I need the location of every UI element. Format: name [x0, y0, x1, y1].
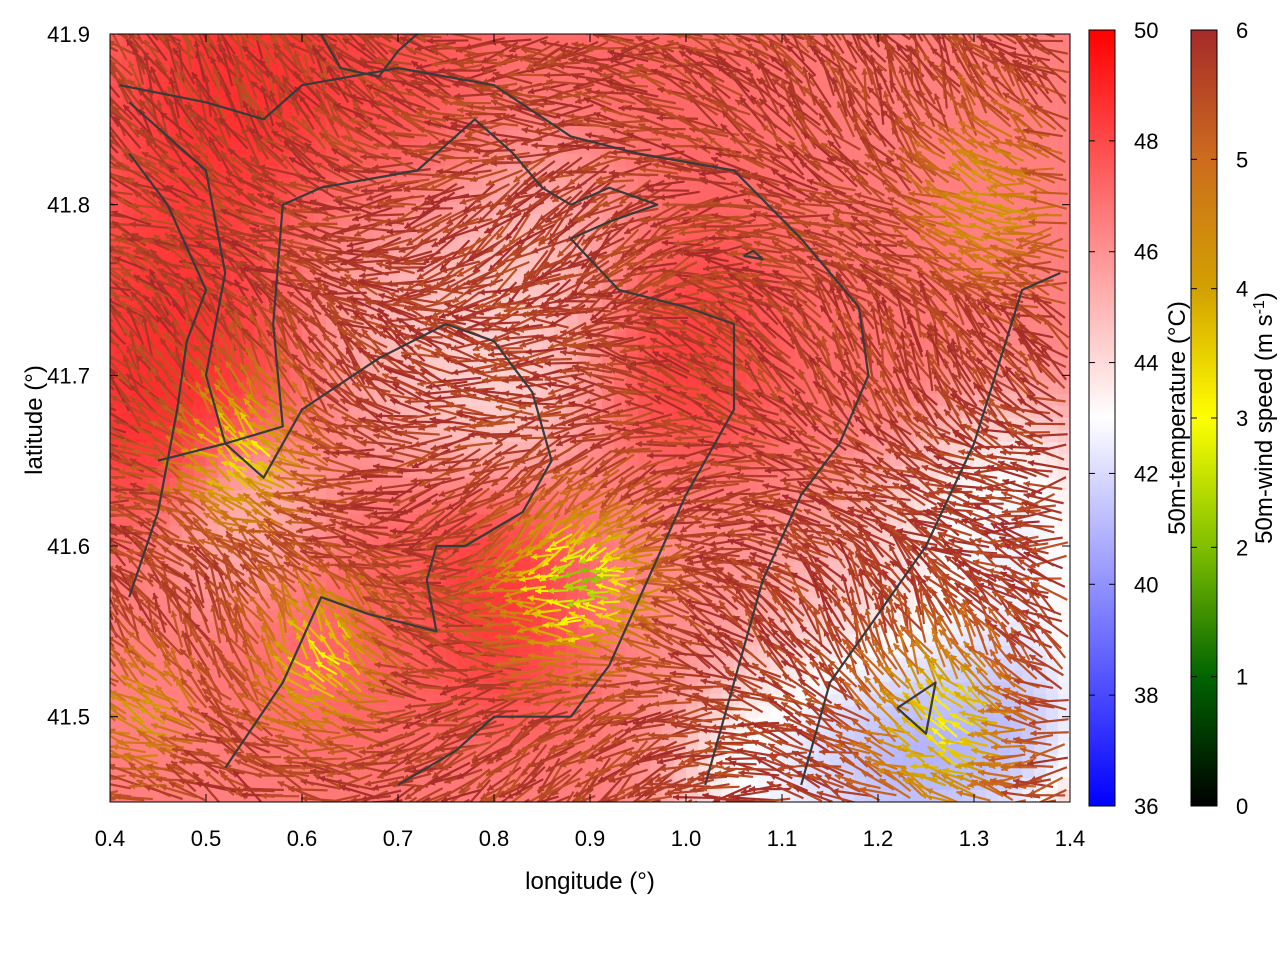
- heatmap-cell: [134, 634, 147, 647]
- heatmap-cell: [158, 754, 171, 767]
- heatmap-cell: [122, 130, 135, 143]
- heatmap-cell: [266, 778, 279, 791]
- heatmap-cell: [254, 706, 267, 719]
- heatmap-cell: [158, 46, 171, 59]
- heatmap-cell: [194, 406, 207, 419]
- heatmap-cell: [146, 574, 159, 587]
- heatmap-cell: [230, 502, 243, 515]
- heatmap-cell: [110, 514, 123, 527]
- heatmap-cell: [830, 754, 843, 767]
- heatmap-cell: [350, 478, 363, 491]
- heatmap-cell: [182, 454, 195, 467]
- heatmap-cell: [110, 718, 123, 731]
- heatmap-cell: [206, 742, 219, 755]
- heatmap-cell: [278, 730, 291, 743]
- heatmap-cell: [638, 334, 651, 347]
- heatmap-cell: [134, 430, 147, 443]
- heatmap-cell: [638, 142, 651, 155]
- heatmap-cell: [362, 478, 375, 491]
- heatmap-cell: [182, 382, 195, 395]
- heatmap-cell: [278, 514, 291, 527]
- heatmap-cell: [158, 70, 171, 83]
- plot-area: [110, 34, 1070, 802]
- heatmap-cell: [254, 778, 267, 791]
- heatmap-cell: [170, 370, 183, 383]
- heatmap-cell: [146, 790, 159, 802]
- heatmap-cell: [686, 106, 699, 119]
- heatmap-cell: [218, 466, 231, 479]
- heatmap-cell: [170, 250, 183, 263]
- heatmap-cell: [110, 778, 123, 791]
- heatmap-cell: [218, 682, 231, 695]
- heatmap-cell: [158, 514, 171, 527]
- heatmap-cell: [302, 166, 315, 179]
- heatmap-cell: [170, 142, 183, 155]
- heatmap-cell: [278, 214, 291, 227]
- heatmap-cell: [266, 682, 279, 695]
- heatmap-cell: [158, 214, 171, 227]
- heatmap-cell: [122, 514, 135, 527]
- heatmap-cell: [626, 646, 639, 659]
- heatmap-cell: [170, 178, 183, 191]
- heatmap-cell: [506, 418, 519, 431]
- heatmap-cell: [758, 706, 771, 719]
- heatmap-cell: [218, 370, 231, 383]
- heatmap-cell: [170, 694, 183, 707]
- heatmap-cell: [710, 478, 723, 491]
- heatmap-cell: [218, 790, 231, 802]
